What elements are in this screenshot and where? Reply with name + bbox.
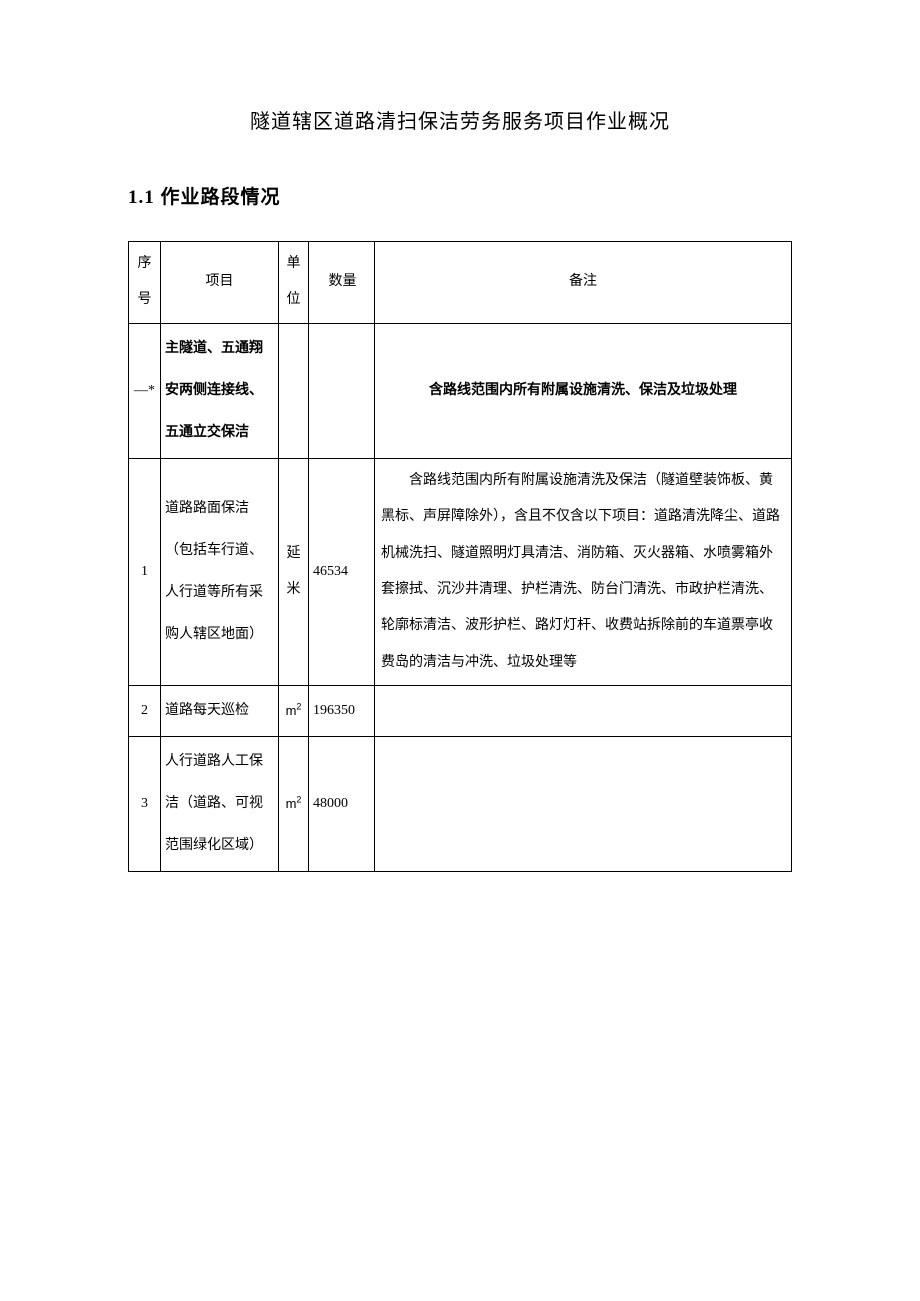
cell-qty: 48000 xyxy=(309,737,375,872)
header-qty: 数量 xyxy=(309,242,375,324)
cell-item: 道路路面保洁（包括车行道、人行道等所有采购人辖区地面） xyxy=(161,458,279,685)
cell-qty: 46534 xyxy=(309,458,375,685)
work-section-table: 序号 项目 单位 数量 备注 —* 主隧道、五通翔安两侧连接线、五通立交保洁 含… xyxy=(128,241,792,872)
table-header-row: 序号 项目 单位 数量 备注 xyxy=(129,242,792,324)
header-unit: 单位 xyxy=(279,242,309,324)
header-note: 备注 xyxy=(375,242,792,324)
section-label: 作业路段情况 xyxy=(161,187,281,208)
cell-item: 人行道路人工保洁（道路、可视范围绿化区域） xyxy=(161,737,279,872)
cell-note: 含路线范围内所有附属设施清洗、保洁及垃圾处理 xyxy=(375,323,792,458)
section-heading: 1.1 作业路段情况 xyxy=(128,182,792,209)
cell-note xyxy=(375,737,792,872)
cell-qty: 196350 xyxy=(309,686,375,737)
header-item: 项目 xyxy=(161,242,279,324)
cell-unit: m2 xyxy=(279,737,309,872)
cell-unit: 延米 xyxy=(279,458,309,685)
cell-item: 道路每天巡检 xyxy=(161,686,279,737)
page-title: 隧道辖区道路清扫保洁劳务服务项目作业概况 xyxy=(128,105,792,134)
cell-note: 含路线范围内所有附属设施清洗及保洁（隧道壁装饰板、黄黑标、声屏障除外），含且不仅… xyxy=(375,458,792,685)
table-row: —* 主隧道、五通翔安两侧连接线、五通立交保洁 含路线范围内所有附属设施清洗、保… xyxy=(129,323,792,458)
table-row: 2 道路每天巡检 m2 196350 xyxy=(129,686,792,737)
section-number: 1.1 xyxy=(128,187,155,208)
cell-seq: 1 xyxy=(129,458,161,685)
table-row: 1 道路路面保洁（包括车行道、人行道等所有采购人辖区地面） 延米 46534 含… xyxy=(129,458,792,685)
cell-seq: —* xyxy=(129,323,161,458)
cell-note xyxy=(375,686,792,737)
cell-qty xyxy=(309,323,375,458)
header-seq: 序号 xyxy=(129,242,161,324)
cell-seq: 3 xyxy=(129,737,161,872)
cell-unit: m2 xyxy=(279,686,309,737)
cell-unit xyxy=(279,323,309,458)
table-row: 3 人行道路人工保洁（道路、可视范围绿化区域） m2 48000 xyxy=(129,737,792,872)
cell-seq: 2 xyxy=(129,686,161,737)
cell-item: 主隧道、五通翔安两侧连接线、五通立交保洁 xyxy=(161,323,279,458)
